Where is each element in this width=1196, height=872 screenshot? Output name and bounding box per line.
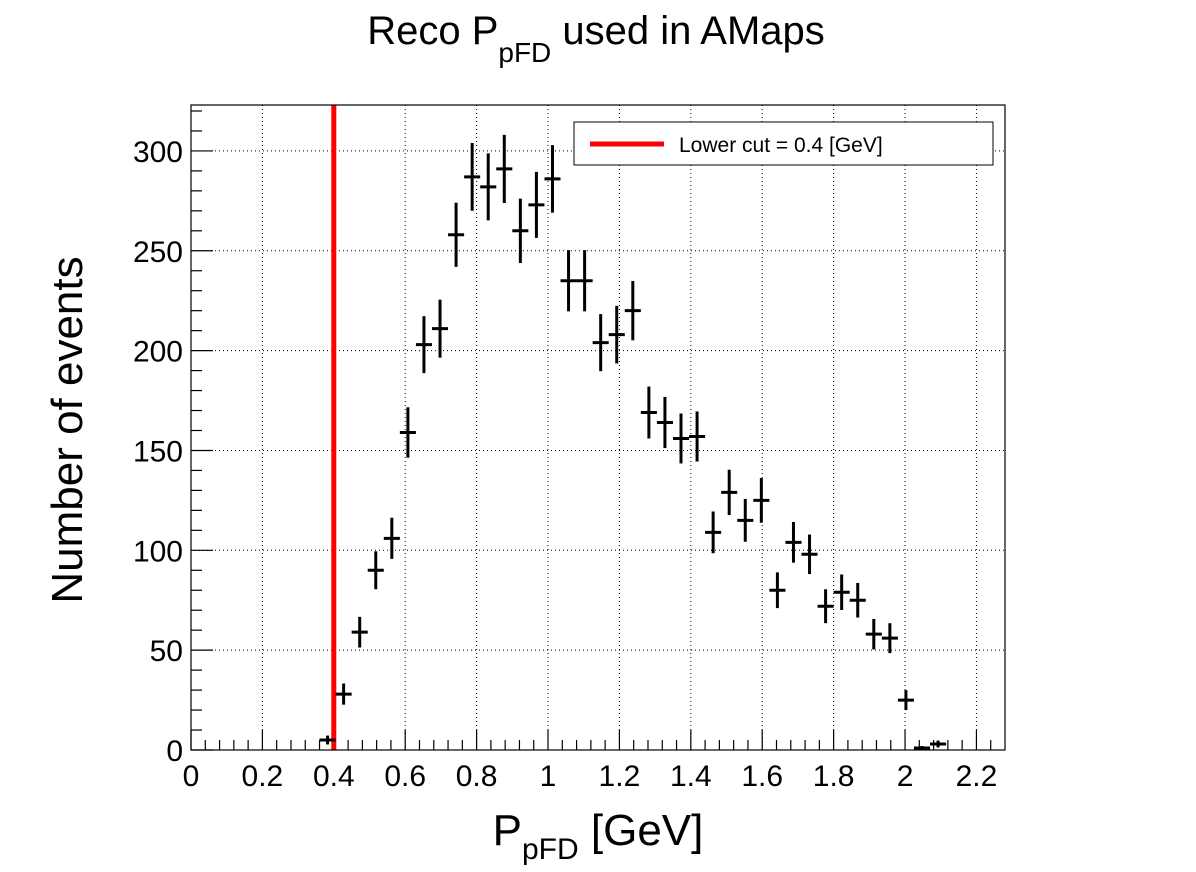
data-point-4	[383, 517, 400, 559]
legend: Lower cut = 0.4 [GeV]	[573, 121, 994, 166]
y-axis-label: Number of events	[43, 256, 92, 603]
data-point-6	[415, 316, 432, 374]
data-point-12	[512, 198, 529, 264]
data-point-30	[801, 534, 818, 575]
data-point-26	[737, 498, 754, 542]
chart-title: Reco PpFD used in AMaps	[367, 9, 825, 68]
y-tick-label-1: 50	[150, 635, 183, 668]
data-point-33	[849, 582, 866, 618]
data-point-11	[496, 134, 513, 203]
x-tick-label-0: 0	[183, 760, 200, 793]
y-tick-label-0: 0	[166, 735, 183, 768]
axis-ticks	[190, 110, 992, 751]
x-tick-label-5: 1	[540, 760, 557, 793]
chart-title-main: Reco P	[367, 9, 498, 53]
data-point-20	[640, 386, 657, 439]
data-point-17	[592, 314, 609, 372]
data-point-34	[865, 618, 882, 650]
x-axis-label-rest: [GeV]	[579, 806, 704, 855]
data-point-7	[431, 299, 449, 358]
tick-labels: 0 0.2 0.4 0.6 0.8 1 1.2 1.4 1.6 1.8 2 2.2 0 50 100 150 2…	[133, 136, 997, 793]
data-point-28	[769, 572, 786, 609]
data-point-22	[672, 413, 690, 464]
x-tick-label-2: 0.4	[313, 760, 355, 793]
y-tick-label-6: 300	[133, 136, 183, 169]
x-tick-label-7: 1.4	[670, 760, 712, 793]
legend-entry-label: Lower cut = 0.4 [GeV]	[679, 134, 883, 157]
data-points	[319, 134, 947, 750]
data-point-35	[881, 623, 898, 654]
x-tick-label-9: 1.8	[813, 760, 855, 793]
data-point-9	[464, 143, 481, 211]
data-point-31	[817, 589, 834, 624]
data-point-14	[544, 145, 561, 213]
data-point-36	[897, 690, 914, 711]
x-tick-label-11: 2.2	[956, 760, 998, 793]
y-tick-label-3: 150	[133, 435, 183, 468]
data-point-1	[335, 683, 352, 705]
x-tick-label-8: 1.6	[741, 760, 783, 793]
chart-title-rest: used in AMaps	[551, 9, 825, 53]
y-tick-label-4: 200	[133, 336, 183, 369]
data-point-0	[319, 735, 336, 745]
x-tick-label-1: 0.2	[242, 760, 284, 793]
x-axis-label-main: P	[493, 806, 522, 855]
x-axis-label-subscript: pFD	[522, 833, 579, 866]
data-point-19	[624, 281, 641, 341]
data-point-2	[351, 616, 368, 648]
x-tick-label-6: 1.2	[599, 760, 641, 793]
data-point-38	[930, 740, 947, 748]
data-point-23	[689, 411, 706, 462]
data-point-10	[480, 153, 497, 221]
y-tick-label-5: 250	[133, 236, 183, 269]
x-tick-label-3: 0.6	[384, 760, 426, 793]
data-point-21	[656, 396, 673, 449]
data-point-32	[833, 574, 850, 610]
y-tick-label-2: 100	[133, 535, 183, 568]
data-point-16	[576, 250, 593, 312]
data-point-15	[560, 250, 577, 312]
data-point-27	[753, 478, 770, 523]
plot-frame	[190, 104, 1006, 751]
data-point-3	[367, 551, 384, 590]
data-point-25	[721, 469, 738, 516]
x-axis-label: PpFD [GeV]	[493, 806, 704, 866]
grid-lines	[191, 105, 1005, 750]
x-tick-label-4: 0.8	[456, 760, 498, 793]
chart-title-subscript: pFD	[498, 37, 551, 68]
data-point-29	[785, 521, 802, 563]
data-point-18	[608, 305, 625, 364]
data-point-8	[448, 202, 465, 267]
data-point-24	[705, 511, 722, 554]
data-point-5	[399, 407, 416, 458]
data-point-13	[528, 171, 545, 238]
x-tick-label-10: 2	[897, 760, 914, 793]
data-point-37	[913, 746, 931, 750]
